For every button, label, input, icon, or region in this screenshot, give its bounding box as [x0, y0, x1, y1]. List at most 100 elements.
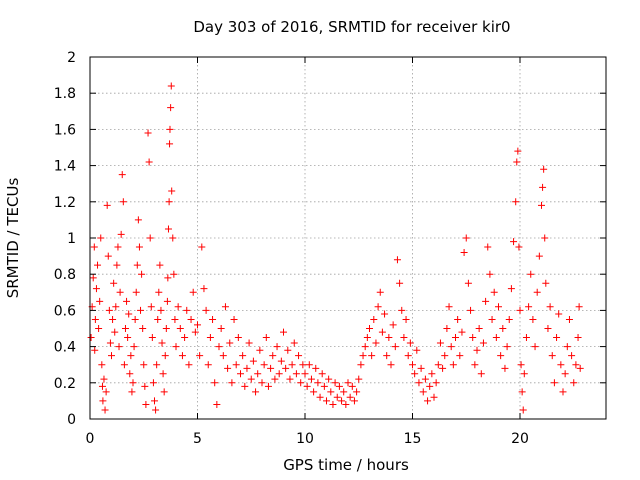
data-point: [436, 339, 444, 347]
data-point: [146, 234, 154, 242]
data-point: [102, 388, 110, 396]
data-point: [329, 401, 337, 409]
axes: 00.20.40.60.811.21.41.61.820 5 10 15 20: [54, 50, 606, 447]
data-point: [226, 339, 234, 347]
data-point: [443, 325, 451, 332]
data-point: [198, 243, 206, 251]
data-point: [458, 328, 466, 336]
data-point: [575, 303, 583, 311]
data-point: [237, 370, 244, 378]
data-point: [507, 285, 515, 293]
data-point: [178, 352, 186, 360]
data-point: [119, 198, 127, 206]
data-point: [411, 370, 419, 378]
data-point: [366, 325, 373, 332]
data-point: [286, 375, 294, 383]
data-point: [275, 370, 283, 378]
data-point: [295, 352, 303, 360]
x-tick-label: 20: [511, 431, 529, 447]
data-point: [513, 158, 521, 166]
data-point: [154, 315, 162, 323]
data-point: [389, 321, 397, 329]
data-point: [284, 346, 292, 354]
data-point: [303, 382, 311, 390]
data-point: [288, 361, 296, 369]
data-point: [155, 288, 163, 296]
data-point: [163, 297, 171, 305]
data-point: [96, 297, 104, 305]
data-point: [243, 364, 251, 372]
data-point: [318, 370, 326, 378]
data-point: [116, 288, 124, 296]
data-point: [519, 406, 527, 414]
data-point: [428, 370, 436, 378]
y-tick-label: 2: [67, 50, 76, 66]
data-point: [114, 243, 122, 251]
data-point: [277, 357, 285, 365]
data-point: [117, 230, 125, 238]
data-point: [127, 352, 135, 360]
data-point: [576, 364, 584, 372]
data-point: [91, 315, 99, 323]
y-tick-label: 0: [67, 412, 76, 428]
data-point: [421, 375, 429, 383]
data-point: [262, 334, 270, 342]
data-point: [561, 370, 569, 378]
data-point: [98, 361, 106, 369]
y-tick-label: 0.8: [54, 267, 76, 283]
data-point: [228, 379, 236, 387]
data-point: [335, 382, 343, 390]
data-point: [376, 288, 384, 296]
data-point: [191, 328, 199, 336]
data-point: [120, 361, 128, 369]
data-point: [172, 343, 180, 351]
y-tick-label: 1.8: [54, 86, 76, 102]
data-point: [264, 382, 272, 390]
data-point: [464, 279, 472, 287]
data-point: [108, 352, 115, 360]
data-point: [387, 361, 395, 369]
data-point: [449, 361, 457, 369]
data-point: [557, 361, 565, 369]
data-point: [273, 343, 281, 351]
y-tick-label: 1.4: [54, 159, 76, 175]
data-point: [159, 370, 167, 378]
data-point: [533, 288, 541, 296]
data-point: [292, 370, 300, 378]
data-point: [378, 328, 386, 336]
data-point: [501, 364, 509, 372]
data-point: [99, 397, 107, 405]
data-point: [456, 352, 464, 360]
data-point: [516, 306, 524, 314]
data-point: [419, 388, 427, 396]
x-axis-label: GPS time / hours: [283, 456, 409, 474]
y-tick-label: 0.4: [54, 340, 76, 356]
data-point: [398, 306, 406, 314]
data-point: [452, 334, 459, 342]
x-tick-label: 5: [193, 431, 202, 447]
data-point: [139, 325, 147, 332]
data-point: [106, 339, 114, 347]
data-point: [256, 346, 264, 354]
grid-lines: [90, 57, 606, 419]
data-point: [103, 201, 111, 209]
data-point: [144, 129, 152, 137]
data-point: [515, 243, 523, 251]
data-point: [87, 334, 95, 342]
data-point: [527, 270, 535, 278]
data-point: [138, 270, 146, 278]
data-point: [482, 297, 490, 305]
data-point: [164, 274, 172, 282]
data-point: [391, 343, 399, 351]
data-point: [445, 303, 453, 311]
data-point: [135, 243, 143, 251]
data-point: [402, 315, 410, 323]
data-point: [142, 401, 150, 409]
data-point: [202, 306, 210, 314]
data-point: [123, 297, 131, 305]
data-point: [563, 343, 571, 351]
data-point: [307, 375, 315, 383]
data-point: [213, 401, 221, 409]
data-point: [162, 325, 170, 332]
y-tick-label: 1.6: [54, 122, 76, 138]
